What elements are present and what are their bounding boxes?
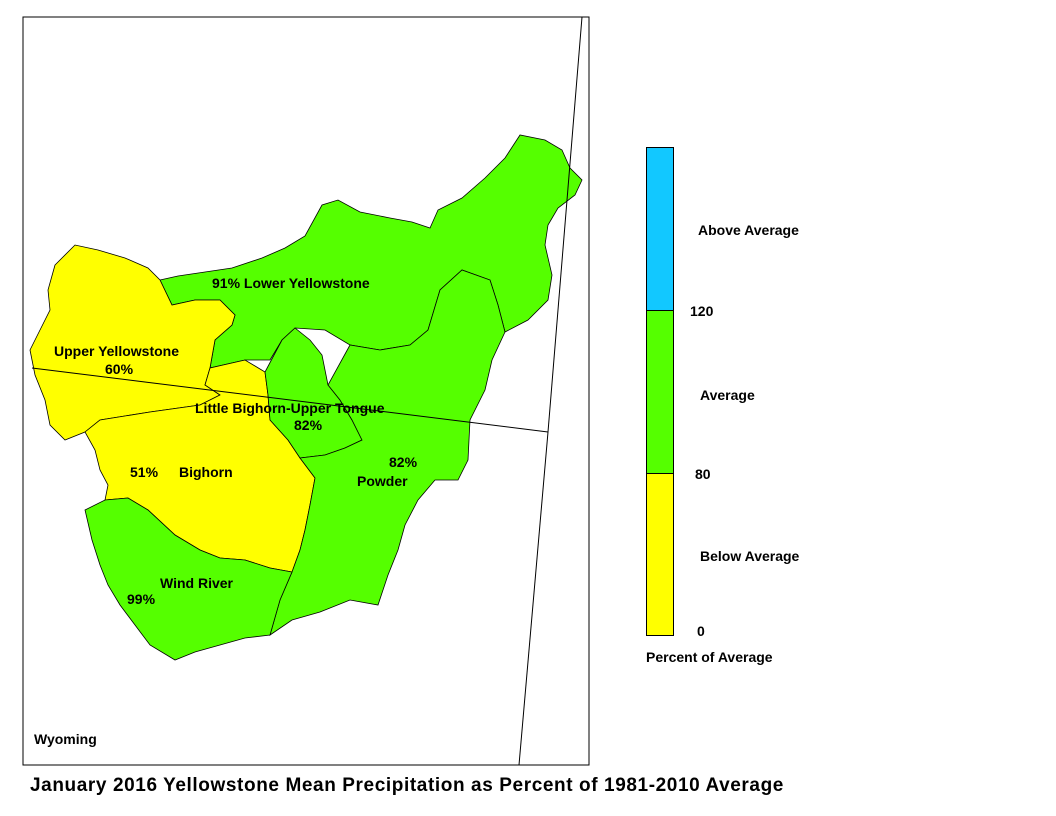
- region-wind-river[interactable]: [84, 497, 293, 661]
- label-lower-yellowstone: 91% Lower Yellowstone: [212, 275, 370, 291]
- upper-yellowstone-percent: 60%: [105, 361, 134, 377]
- legend-swatch-above: [646, 147, 674, 311]
- bighorn-percent: 51%: [130, 464, 159, 480]
- region-lower-yellowstone[interactable]: [159, 134, 583, 369]
- lower-yellowstone-percent: 91%: [212, 275, 241, 291]
- legend-break-120: 120: [690, 303, 714, 319]
- lower-yellowstone-name: Lower Yellowstone: [243, 275, 370, 291]
- legend-swatch-average: [646, 310, 674, 474]
- legend-label-below: Below Average: [700, 548, 800, 564]
- little-bighorn-upper-tongue-percent: 82%: [294, 417, 323, 433]
- legend-caption: Percent of Average: [646, 649, 773, 665]
- legend-label-average: Average: [700, 387, 755, 403]
- page-title: January 2016 Yellowstone Mean Precipitat…: [30, 775, 784, 796]
- upper-yellowstone-name: Upper Yellowstone: [54, 343, 179, 359]
- state-boundary-northeast: [547, 16, 583, 433]
- powder-name: Powder: [357, 473, 408, 489]
- state-label: Wyoming: [34, 731, 97, 747]
- state-boundary-east: [518, 431, 549, 766]
- wind-river-name: Wind River: [160, 575, 233, 591]
- legend-label-above: Above Average: [698, 222, 799, 238]
- state-boundary-north: [31, 367, 549, 433]
- wind-river-percent: 99%: [127, 591, 156, 607]
- legend-break-80: 80: [695, 466, 711, 482]
- little-bighorn-upper-tongue-name: Little Bighorn-Upper Tongue: [195, 400, 385, 416]
- legend-break-0: 0: [697, 623, 705, 639]
- powder-percent: 82%: [389, 454, 418, 470]
- legend-swatch-below: [646, 473, 674, 636]
- bighorn-name: Bighorn: [179, 464, 233, 480]
